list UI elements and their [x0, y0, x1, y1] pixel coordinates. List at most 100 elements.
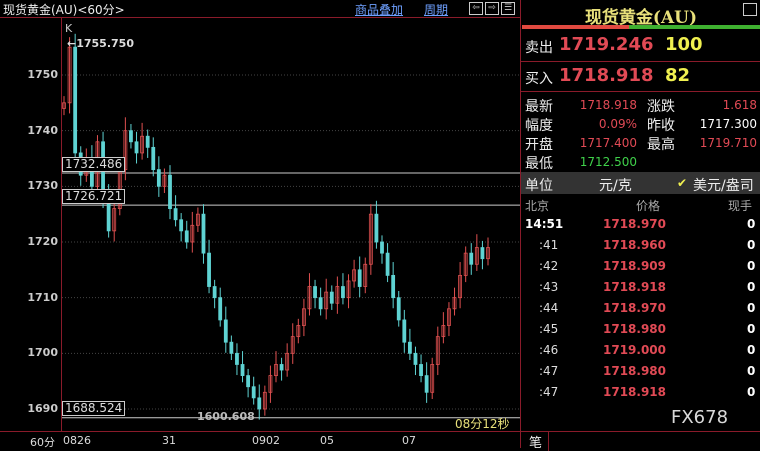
candle-body [290, 336, 295, 354]
unit-bar: 单位 元/克 ✔ 美元/盎司 [521, 172, 760, 194]
candle-body [407, 341, 412, 354]
tick-time: :42 [539, 259, 559, 273]
candle-body [447, 308, 451, 326]
countdown: 08分12秒 [455, 417, 510, 431]
candle-body [156, 169, 161, 187]
y-tick: 1710 [27, 290, 58, 304]
candle-body [324, 291, 329, 310]
stat-label: 最高 [647, 137, 675, 153]
layout-icon[interactable]: ☰ [501, 2, 515, 15]
candle-body [73, 46, 78, 154]
x-tick: 05 [320, 434, 334, 447]
candle-body [67, 46, 72, 104]
tick-row: :47 1718.980 0 [521, 364, 760, 381]
candle-body [368, 213, 373, 265]
candle-body [184, 230, 189, 243]
level-label-3: 1688.524 [62, 401, 126, 416]
candle-body [474, 247, 479, 265]
buy-label: 买入 [525, 71, 553, 87]
candle-body [173, 208, 178, 221]
candle-body [441, 325, 446, 338]
tick-time: :44 [539, 301, 559, 315]
high-label: ←1755.750 [67, 37, 134, 50]
period-link[interactable]: 周期 [424, 3, 449, 17]
tick-price: 1718.980 [603, 322, 667, 336]
ticks-volume-header: 现手 [728, 199, 753, 213]
candle-body [195, 213, 200, 226]
tick-time: :45 [539, 322, 559, 336]
chart-type-label: K [65, 22, 73, 35]
maximize-icon[interactable] [743, 3, 757, 16]
arrow-right-icon[interactable]: ⇨ [485, 2, 499, 15]
candle-body [229, 341, 234, 354]
tick-time: :43 [539, 280, 559, 294]
candle-body [151, 146, 156, 171]
tick-volume: 0 [747, 301, 756, 315]
x-tick: 0902 [252, 434, 280, 447]
overlay-link[interactable]: 商品叠加 [355, 3, 404, 17]
candle-body [352, 269, 357, 282]
high-value: 1755.750 [76, 37, 134, 50]
candle-body [402, 319, 407, 343]
tick-volume: 0 [747, 280, 756, 294]
candle-body [262, 391, 267, 410]
candle-body [363, 263, 368, 287]
panel-title: 现货黄金(AU) [584, 8, 698, 28]
tick-price: 1718.960 [603, 238, 667, 252]
candle-body [335, 286, 340, 304]
ticks-time-header: 北京 [525, 199, 550, 213]
tick-row: 14:51 1718.970 0 [521, 217, 760, 234]
candle-body [318, 297, 323, 310]
candle-body [329, 291, 334, 304]
tick-price: 1719.000 [603, 343, 667, 357]
quote-panel: 现货黄金(AU) 卖出 1719.246 100 买入 1718.918 82 … [520, 0, 760, 451]
sell-volume: 100 [665, 34, 703, 55]
candle-body [251, 386, 256, 399]
y-tick: 1700 [27, 346, 58, 360]
stat-label: 开盘 [525, 137, 553, 153]
candle-body [246, 375, 251, 388]
candle-body [129, 130, 133, 143]
tick-price: 1718.970 [603, 217, 667, 231]
candle-body [257, 397, 262, 410]
tick-row: :45 1718.980 0 [521, 322, 760, 339]
tick-time: 14:51 [525, 217, 564, 231]
tick-time: :46 [539, 343, 559, 357]
stat-value: 1.618 [722, 98, 757, 112]
tick-price: 1718.970 [603, 301, 667, 315]
candle-body [458, 274, 463, 299]
candle-body [145, 135, 150, 148]
candle-body [285, 352, 290, 371]
candle-body [424, 375, 429, 393]
stat-value: 1717.400 [579, 136, 637, 150]
tab-trades[interactable]: 笔 [529, 432, 550, 451]
candle-body [235, 352, 239, 365]
tick-price: 1718.918 [603, 385, 667, 399]
stat-value: 0.09% [598, 117, 637, 131]
x-tick: 0826 [63, 434, 91, 447]
candle-body [168, 174, 172, 209]
candle-body [380, 241, 384, 254]
candle-body [374, 213, 379, 243]
candlestick-chart[interactable] [0, 18, 520, 431]
low-label: 1600.608 [197, 410, 255, 423]
stat-label: 最新 [525, 99, 553, 115]
buy-ratio-bar [629, 25, 760, 29]
candle-body [435, 336, 440, 365]
watermark-logo: FX678 [671, 407, 729, 428]
candle-body [480, 247, 485, 260]
tick-row: :43 1718.918 0 [521, 280, 760, 297]
unit-option-gram[interactable]: 元/克 [599, 178, 632, 194]
y-tick: 1750 [27, 68, 58, 81]
x-tick: 07 [402, 434, 416, 447]
unit-option-ounce[interactable]: 美元/盎司 [693, 178, 754, 194]
check-icon: ✔ [677, 176, 688, 190]
candle-body [419, 364, 423, 377]
x-axis: 60分 0826 31 0902 05 07 [0, 431, 520, 449]
candle-body [413, 352, 418, 365]
arrow-left-icon[interactable]: ⇦ [469, 2, 483, 15]
tick-volume: 0 [747, 259, 756, 273]
tick-row: :47 1718.918 0 [521, 385, 760, 402]
tick-row: :44 1718.970 0 [521, 301, 760, 318]
candle-body [140, 135, 145, 154]
